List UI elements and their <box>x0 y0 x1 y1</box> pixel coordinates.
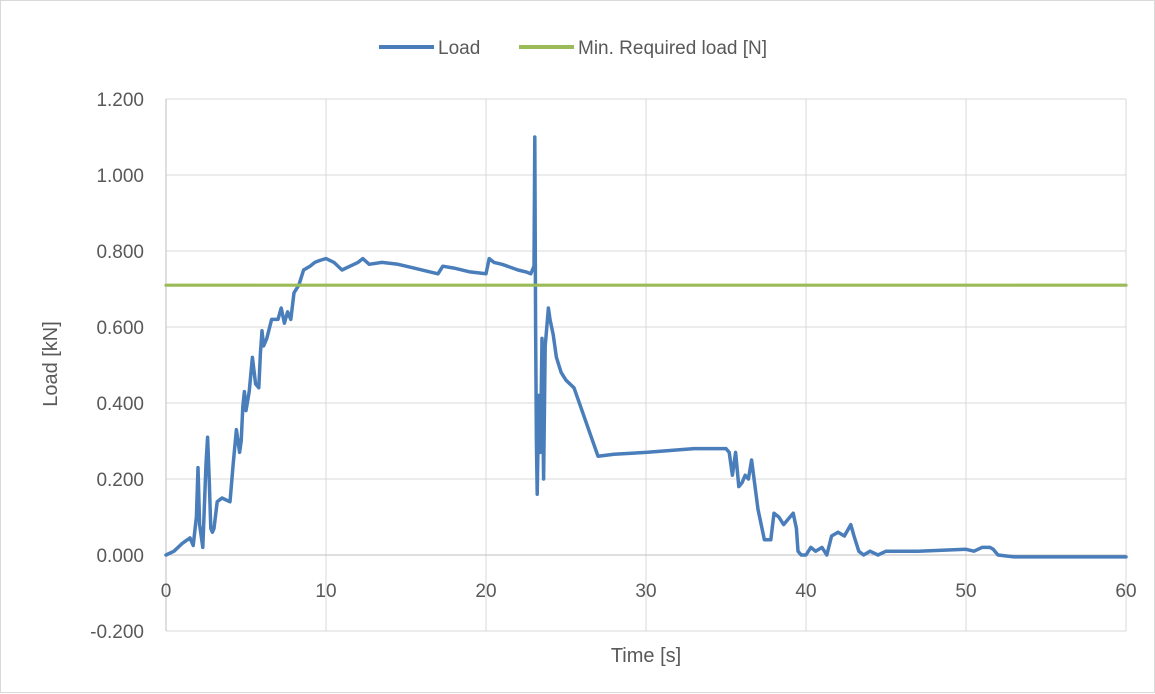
x-tick-label: 30 <box>635 581 656 602</box>
y-tick-label: 1.200 <box>96 90 144 111</box>
x-tick-label: 0 <box>161 581 172 602</box>
axes <box>165 99 1126 631</box>
x-tick-label: 10 <box>315 581 336 602</box>
y-tick-label: 1.000 <box>96 166 144 187</box>
legend-label-min-required-load: Min. Required load [N] <box>578 38 767 59</box>
y-tick-label: -0.200 <box>90 622 144 643</box>
series-lines <box>164 135 1128 559</box>
y-tick-label: 0.600 <box>96 318 144 339</box>
y-tick-label: 0.000 <box>96 546 144 567</box>
grid-lines <box>166 98 1127 632</box>
y-tick-label: 0.800 <box>96 242 144 263</box>
legend-label-load: Load <box>438 38 480 59</box>
x-tick-label: 20 <box>475 581 496 602</box>
x-tick-label: 60 <box>1115 581 1136 602</box>
legend: Load Min. Required load [N] <box>379 38 767 59</box>
x-tick-label: 50 <box>955 581 976 602</box>
y-tick-label: 0.400 <box>96 394 144 415</box>
y-tick-label: 0.200 <box>96 470 144 491</box>
x-tick-label: 40 <box>795 581 816 602</box>
tick-labels: -0.200 0.000 0.200 0.400 0.600 0.800 1.000 1.20… <box>90 90 1136 643</box>
x-axis-title: Time [s] <box>611 645 681 667</box>
y-axis-title: Load [kN] <box>40 321 62 407</box>
series-line-load <box>164 135 1128 559</box>
